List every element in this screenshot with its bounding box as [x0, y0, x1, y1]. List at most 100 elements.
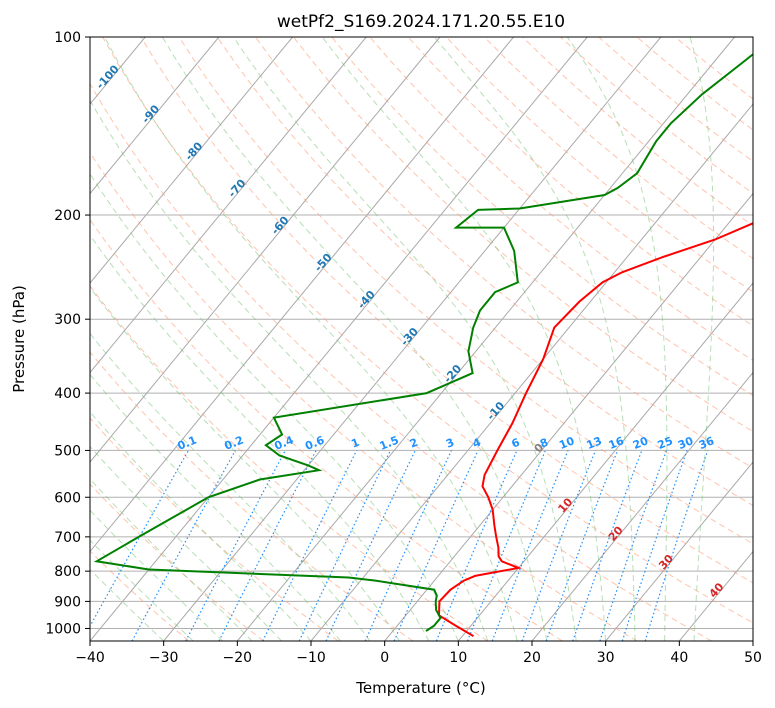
isotherm-line	[310, 103, 753, 641]
dry-adiabat-line	[331, 37, 753, 397]
isotherm-label: -50	[312, 251, 335, 275]
mixing-ratio-label: 4	[471, 436, 483, 451]
mixing-ratio-line	[491, 450, 569, 641]
dry-adiabat-line	[90, 417, 339, 641]
isotherm-line	[236, 37, 735, 641]
moist-adiabat-line	[104, 37, 518, 641]
isotherm-line	[90, 37, 293, 284]
y-tick-label: 800	[54, 564, 81, 580]
isotherm-label: -100	[94, 62, 122, 91]
isotherm-line	[457, 282, 753, 641]
mixing-ratio-line	[545, 450, 619, 641]
isotherm-line	[163, 37, 662, 641]
mixing-ratio-line	[644, 450, 709, 641]
mixing-ratio-line	[90, 450, 189, 628]
isotherm-label: -60	[269, 214, 292, 238]
dry-adiabat-line	[293, 37, 753, 433]
isotherm-label: -10	[484, 399, 507, 423]
mixing-ratio-line	[262, 450, 358, 641]
dry-adiabat-line	[90, 550, 190, 641]
mixing-ratio-label: 1	[349, 436, 361, 451]
x-tick-label: −40	[75, 650, 105, 666]
dry-adiabat-line	[522, 37, 753, 227]
isotherm-label: -40	[355, 288, 378, 312]
isotherm-line	[531, 371, 753, 641]
isotherm-line	[384, 192, 753, 641]
y-tick-label: 500	[54, 443, 81, 459]
moist-adiabat-line	[90, 99, 489, 641]
x-tick-label: 40	[670, 650, 688, 666]
temperature-profile-line	[437, 222, 753, 637]
mixing-ratio-label: 10	[557, 434, 576, 452]
mixing-ratio-line	[621, 450, 688, 641]
mixing-ratio-label: 16	[607, 434, 626, 452]
moist-adiabat-line	[90, 373, 341, 641]
mixing-ratio-label: 3	[444, 436, 456, 451]
isotherm-label: -70	[226, 176, 249, 200]
x-tick-label: 20	[523, 650, 541, 666]
isotherm-label: 30	[656, 552, 676, 572]
mixing-ratio-line	[572, 450, 643, 641]
x-tick-label: 30	[597, 650, 615, 666]
mixing-ratio-line	[131, 450, 236, 641]
moist-adiabat-line	[689, 37, 715, 641]
moist-adiabat-line	[90, 478, 253, 641]
mixing-ratio-label: 2	[408, 436, 420, 451]
dry-adiabat-line	[216, 37, 753, 507]
plot-frame	[89, 36, 754, 642]
mixing-ratio-label: 25	[656, 434, 675, 452]
isotherm-line	[90, 37, 220, 195]
x-tick-label: 10	[449, 650, 467, 666]
y-tick-label: 400	[54, 386, 81, 402]
dry-adiabat-line	[178, 37, 753, 545]
dry-adiabat-line	[445, 37, 753, 293]
x-tick-label: 50	[744, 650, 762, 666]
x-tick-label: −10	[296, 650, 326, 666]
dry-adiabat-line	[674, 37, 753, 100]
isotherm-label: 20	[606, 523, 626, 543]
mixing-ratio-line	[521, 450, 597, 641]
mixing-ratio-line	[218, 450, 317, 641]
mixing-ratio-line	[364, 450, 452, 641]
y-tick-label: 200	[54, 208, 81, 224]
y-axis-title: Pressure (hPa)	[10, 285, 28, 393]
y-tick-label: 600	[54, 490, 81, 506]
moist-adiabat-line	[90, 332, 371, 641]
mixing-ratio-line	[185, 450, 286, 641]
moist-adiabat-line	[90, 568, 165, 641]
mixing-ratio-label: 8	[538, 436, 550, 451]
y-tick-label: 900	[54, 594, 81, 610]
moist-adiabat-line	[90, 173, 459, 641]
isotherm-label: 40	[707, 580, 727, 600]
isotherm-line	[678, 550, 753, 641]
mixing-ratio-line	[298, 450, 392, 641]
mixing-ratio-label: 20	[631, 434, 650, 452]
y-tick-label: 700	[54, 530, 81, 546]
isotherm-line	[90, 37, 588, 641]
moist-adiabat-line	[90, 286, 400, 641]
axes: −40 −30 −20 −10 0 10 20 30 40 50 100 200 300 400 500 60…	[45, 30, 762, 666]
moist-adiabat-line	[90, 509, 223, 641]
y-tick-label: 1000	[45, 621, 81, 637]
plot-area: 0.1 0.2 0.4 0.6 1 1.5 2 3 4 6 8 10 13 16 20 25 30 36-100-…	[90, 37, 753, 641]
x-axis-title: Temperature (°C)	[355, 679, 485, 697]
isotherm-label: -90	[139, 102, 162, 126]
isotherm-line	[90, 37, 367, 374]
moist-adiabat-line	[232, 37, 577, 641]
moist-adiabat-line	[90, 539, 194, 641]
dry-adiabat-line	[369, 37, 753, 361]
moist-adiabat-line	[90, 234, 430, 641]
chart-title: wetPf2_S169.2024.171.20.55.E10	[277, 12, 565, 32]
mixing-ratio-line	[393, 450, 479, 641]
isotherm-label: -30	[398, 325, 421, 349]
x-tick-label: −20	[223, 650, 253, 666]
mixing-ratio-label: 6	[510, 436, 522, 451]
y-tick-label: 300	[54, 312, 81, 328]
x-tick-label: 0	[380, 650, 389, 666]
dry-adiabat-line	[254, 37, 753, 469]
dewpoint-profile-line	[93, 53, 753, 632]
dry-adiabat-line	[90, 483, 264, 641]
isotherm-line	[90, 37, 441, 463]
